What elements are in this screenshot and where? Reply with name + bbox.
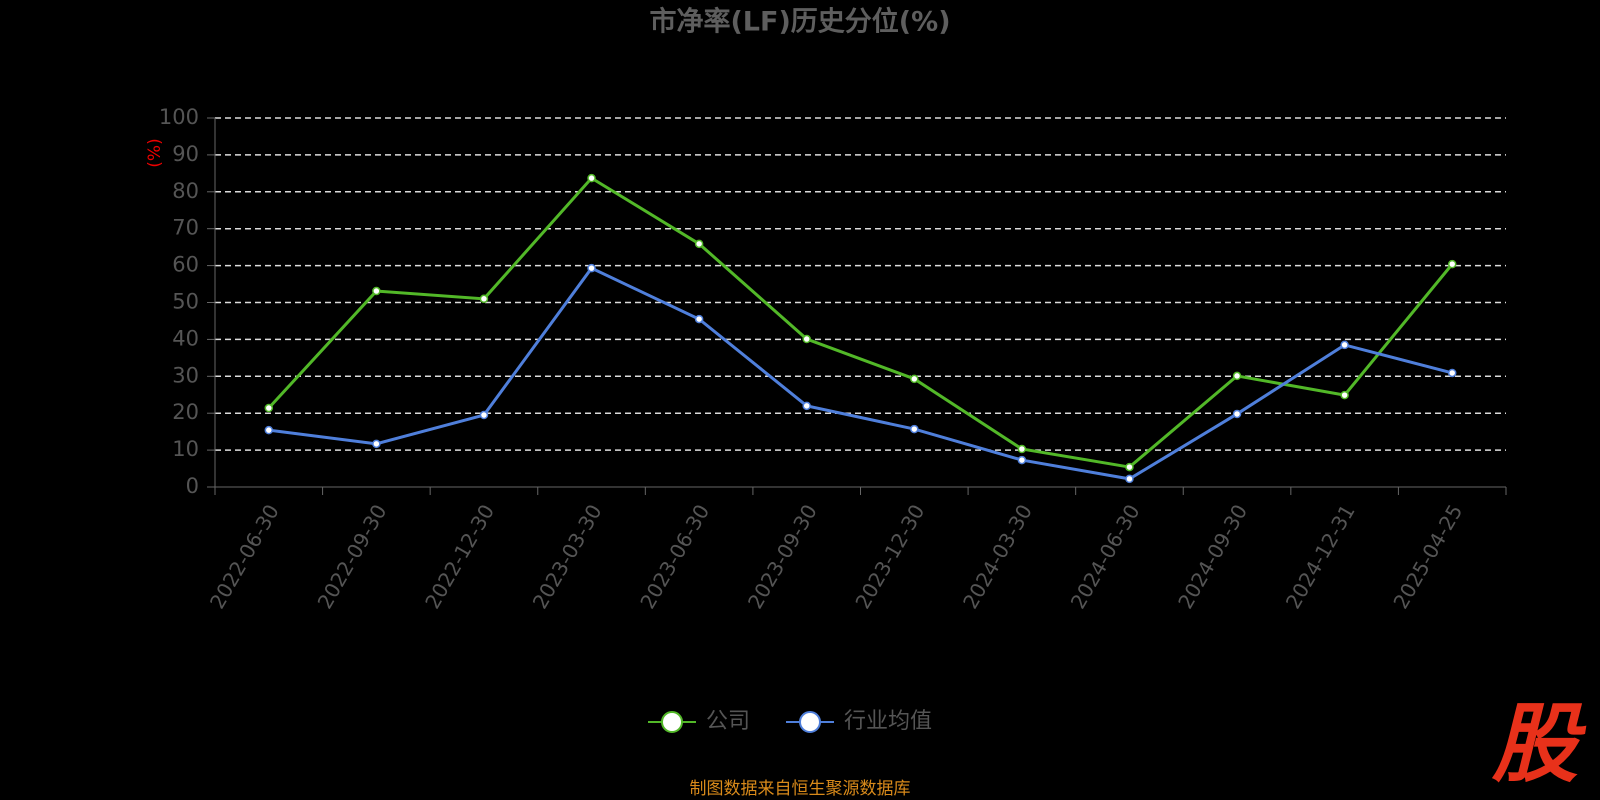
- data-point: [1447, 368, 1457, 378]
- series-line: [267, 176, 1454, 469]
- legend-label: 行业均值: [844, 709, 932, 734]
- y-tick-label: 90: [172, 142, 199, 166]
- data-point: [1017, 455, 1027, 465]
- legend-label: 公司: [706, 709, 750, 734]
- chart-title: 市净率(LF)历史分位(%): [649, 6, 950, 38]
- data-point: [587, 173, 596, 183]
- y-tick-label: 50: [172, 290, 199, 314]
- y-tick-label: 70: [172, 216, 199, 240]
- data-point: [479, 410, 489, 420]
- y-axis-label: (%): [145, 138, 165, 167]
- y-tick-label: 20: [172, 400, 199, 424]
- data-point: [264, 425, 274, 435]
- data-point: [1340, 390, 1349, 400]
- data-point: [1447, 259, 1457, 269]
- data-point: [1017, 444, 1027, 454]
- data-point: [694, 314, 704, 324]
- y-tick-label: 40: [172, 326, 199, 350]
- data-point: [587, 263, 596, 273]
- y-tick-label: 60: [172, 253, 199, 277]
- data-point: [1125, 462, 1134, 472]
- legend-marker: [661, 711, 683, 733]
- y-tick-label: 0: [186, 474, 199, 498]
- y-tick-label: 100: [159, 105, 199, 129]
- data-point: [372, 439, 381, 449]
- data-point: [1232, 371, 1242, 381]
- series-line: [268, 266, 1453, 481]
- y-tick-label: 10: [172, 437, 199, 461]
- y-tick-label: 30: [172, 363, 199, 387]
- data-point: [372, 286, 381, 296]
- data-point: [910, 424, 919, 434]
- source-note: 制图数据来自恒生聚源数据库: [690, 779, 911, 799]
- data-point: [802, 401, 811, 411]
- legend-marker: [799, 711, 821, 733]
- data-point: [1340, 340, 1349, 350]
- data-point: [264, 403, 274, 413]
- data-point: [1232, 409, 1242, 419]
- data-point: [802, 334, 811, 344]
- data-point: [694, 239, 704, 249]
- data-point: [1125, 474, 1134, 484]
- data-point: [910, 374, 919, 384]
- watermark: 股: [1491, 694, 1587, 794]
- y-tick-label: 80: [172, 179, 199, 203]
- data-point: [479, 294, 489, 304]
